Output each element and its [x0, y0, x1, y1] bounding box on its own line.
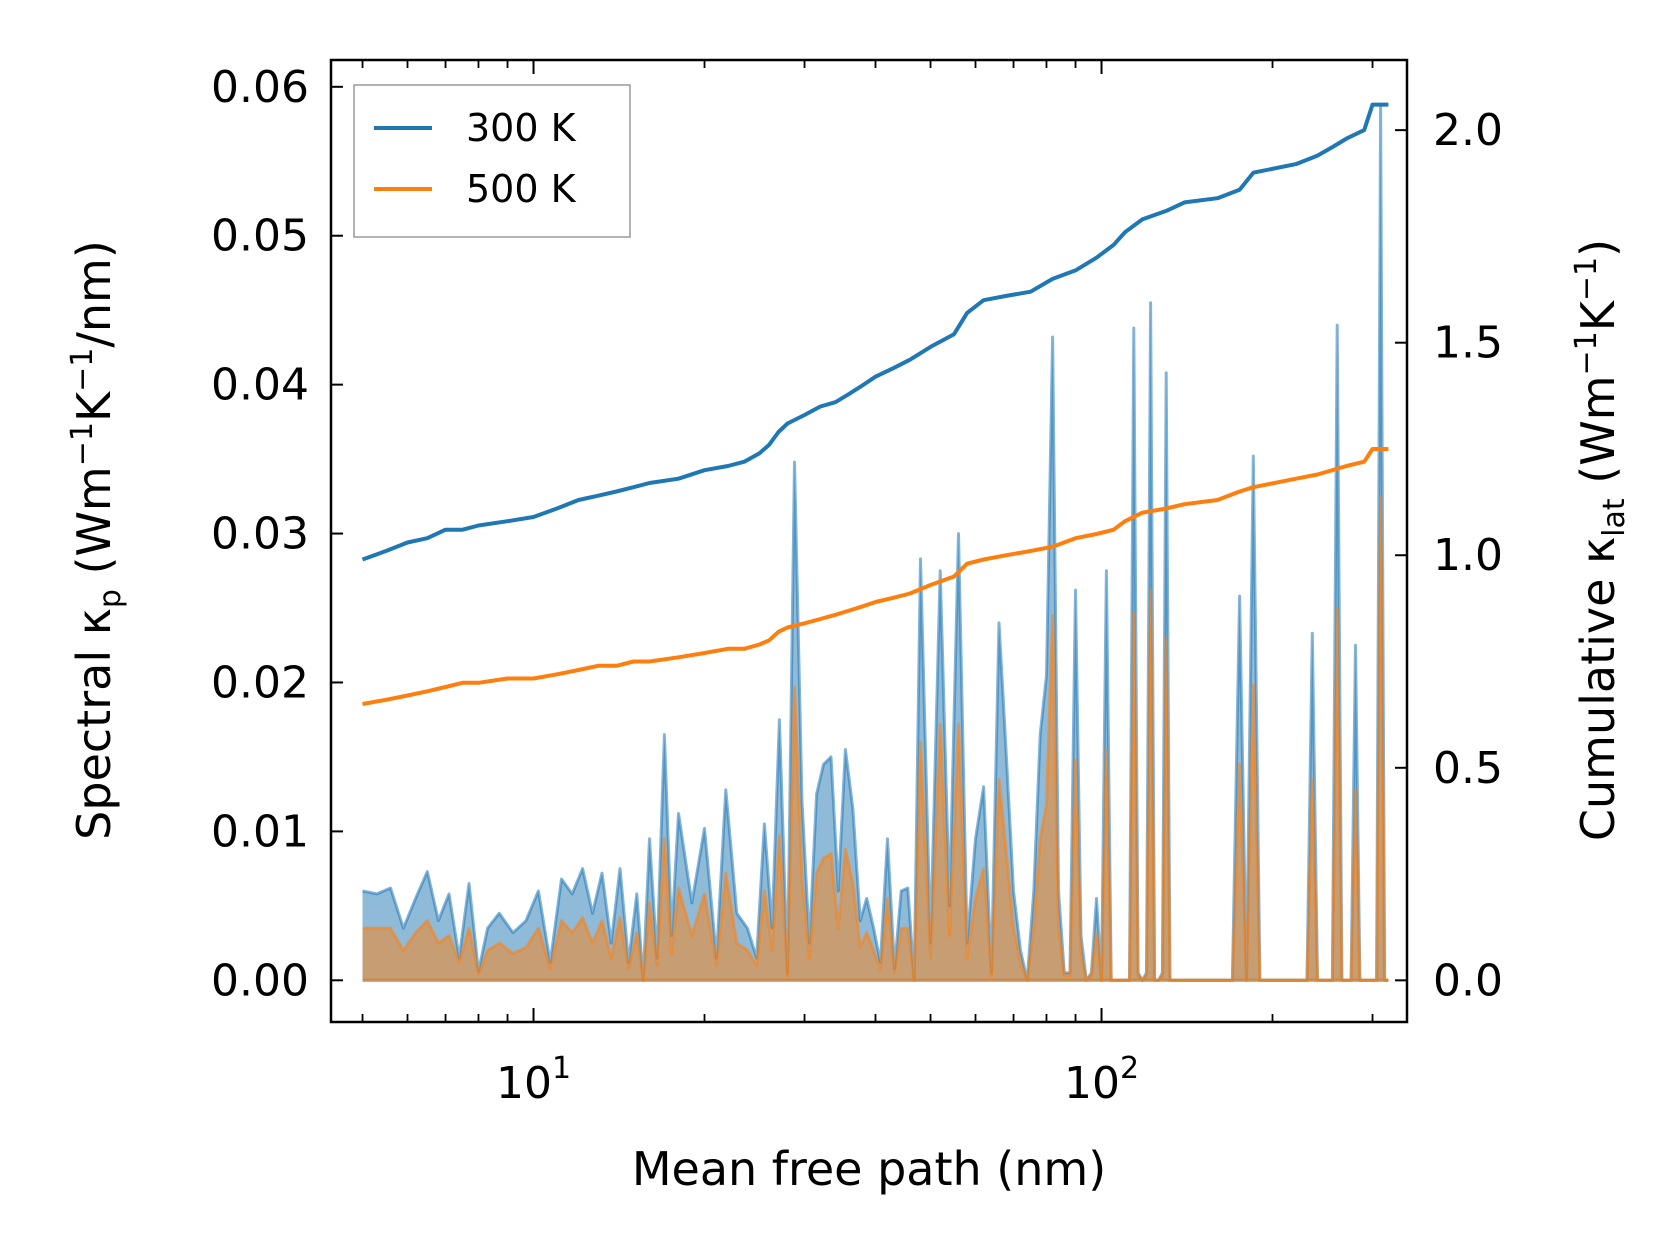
cumulative-line-300k	[361, 102, 1389, 562]
y-left-tick-label: 0.05	[211, 211, 309, 262]
y-left-label-sub: p	[93, 589, 128, 608]
y-left-label-mid: K	[67, 390, 121, 422]
y-right-label-unit-open: (Wm	[1571, 375, 1625, 498]
y-right-label-exp2: −1	[1569, 257, 1604, 301]
y-right-label-sub: lat	[1597, 498, 1632, 537]
legend-label-300k: 300 K	[466, 106, 577, 150]
y-left-tick-label: 0.03	[211, 509, 309, 560]
y-axis-label-right: Cumulative κlat (Wm−1K−1)	[1569, 239, 1632, 841]
y-left-tick-label: 0.00	[211, 955, 309, 1006]
y-left-tick-label: 0.04	[211, 360, 309, 411]
y-right-tick-label: 1.0	[1433, 530, 1503, 581]
y-right-tick-label: 1.5	[1433, 318, 1503, 369]
ticks-layer: 0.00 0.01 0.02 0.03 0.04 0.05 0.06 0.0 0.5 1.0 1.5…	[211, 60, 1503, 1109]
x-tick-label: 102	[1064, 1051, 1139, 1109]
y-left-tick-label: 0.06	[211, 62, 309, 113]
legend-box	[353, 84, 631, 238]
y-left-label-exp2: −1	[65, 348, 100, 392]
y-left-tick-label: 0.02	[211, 657, 309, 708]
x-axis-label: Mean free path (nm)	[632, 1142, 1106, 1196]
plot-frame	[329, 58, 1409, 1024]
y-left-label-close: /nm)	[67, 240, 121, 347]
y-right-tick-label: 0.0	[1433, 955, 1503, 1006]
y-left-label-main: Spectral κ	[67, 608, 121, 840]
cumulative-line-500k	[362, 447, 1389, 706]
y-left-label-unit-open: (Wm	[67, 466, 121, 589]
y-right-tick-label: 2.0	[1433, 105, 1503, 156]
x-tick-label: 101	[496, 1051, 571, 1109]
y-left-tick-label: 0.01	[211, 806, 309, 857]
y-right-tick-label: 0.5	[1433, 743, 1503, 794]
x-tick-base: 10	[1064, 1058, 1120, 1109]
x-tick-exponent: 2	[1120, 1051, 1139, 1086]
y-left-label-exp1: −1	[65, 422, 100, 466]
y-right-label-mid: K	[1571, 299, 1625, 331]
legend: 300 K 500 K	[353, 84, 631, 238]
x-tick-base: 10	[496, 1058, 552, 1109]
cumulative-layer	[361, 102, 1389, 706]
y-right-label-close: )	[1571, 239, 1625, 257]
legend-label-500k: 500 K	[466, 167, 577, 211]
x-tick-exponent: 1	[552, 1051, 571, 1086]
y-right-label-exp1: −1	[1569, 331, 1604, 375]
spectral-layer	[362, 104, 1389, 982]
y-right-label-main: Cumulative κ	[1571, 537, 1625, 841]
y-axis-label-left: Spectral κp (Wm−1K−1/nm)	[65, 240, 128, 840]
